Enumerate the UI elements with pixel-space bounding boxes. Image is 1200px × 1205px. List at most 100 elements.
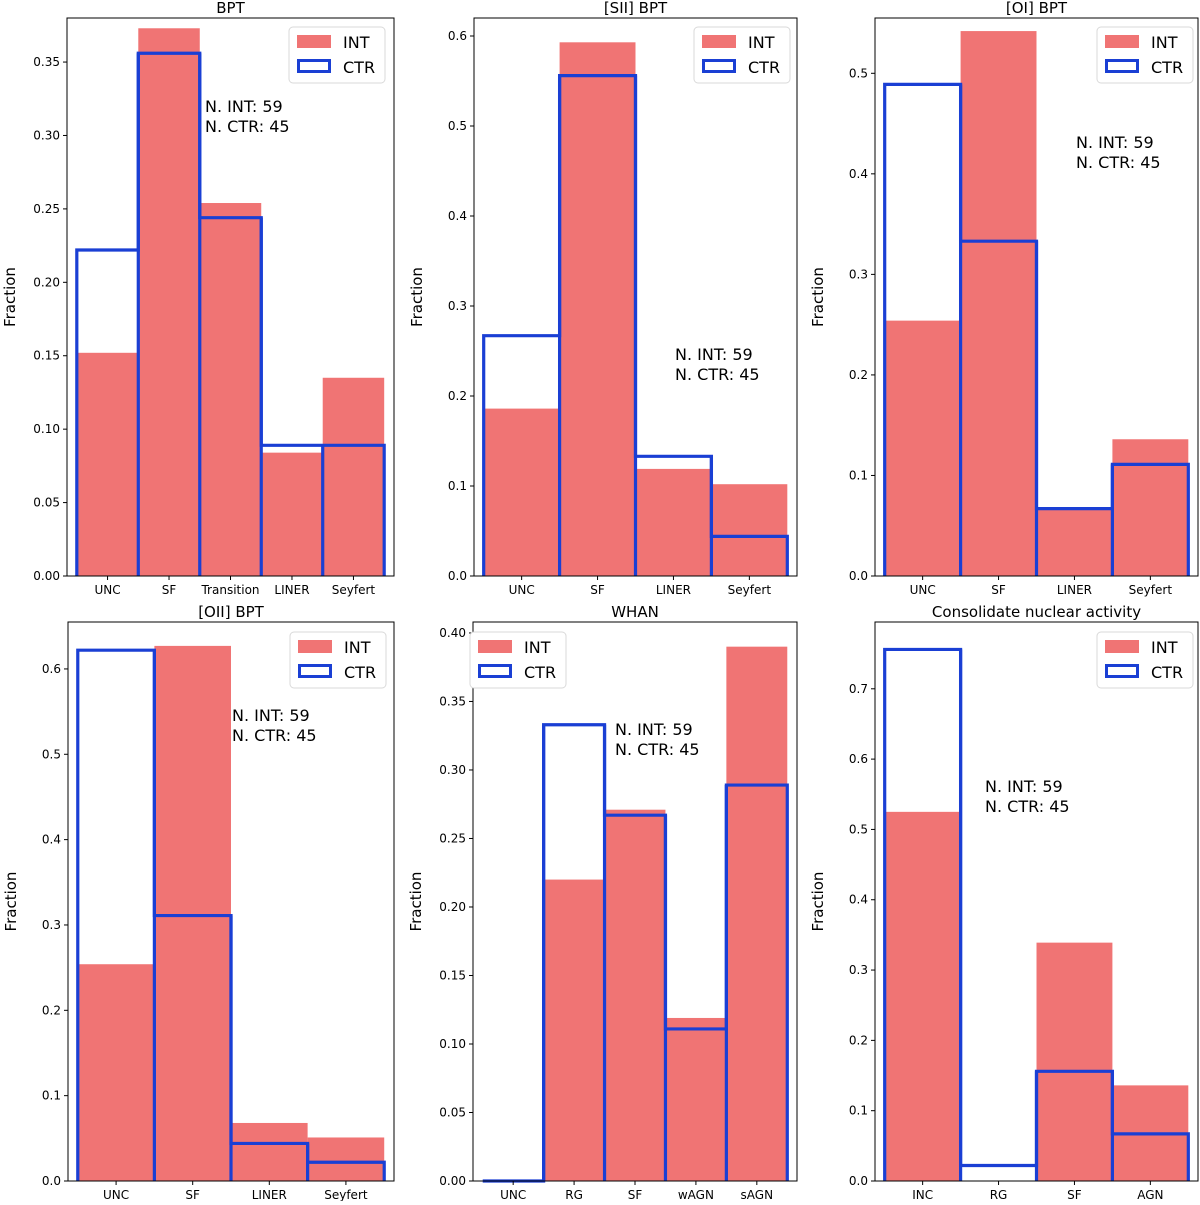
y-tick-label: 0.2 <box>849 368 868 382</box>
sample-size-annotation: N. INT: 59 <box>985 777 1063 796</box>
int-bar-seyfert <box>307 1137 385 1181</box>
y-tick-label: 0.20 <box>439 900 466 914</box>
x-tick-label: Seyfert <box>728 583 772 597</box>
x-tick-label: LINER <box>1057 583 1092 597</box>
sample-size-annotation: N. CTR: 45 <box>615 740 700 759</box>
sample-size-annotation: N. CTR: 45 <box>675 365 760 384</box>
chart-panel-2: 0.0 0.1 0.2 0.3 0.4 0.5 0.6 UNC SF LINER Seyfert [S… <box>408 0 798 597</box>
x-tick-label: wAGN <box>678 1188 714 1201</box>
axes-frame <box>473 17 798 577</box>
x-tick-label: UNC <box>500 1188 526 1201</box>
y-tick-label: 0.6 <box>42 662 61 676</box>
sample-size-annotation: N. CTR: 45 <box>232 726 317 745</box>
sample-size-annotation: N. INT: 59 <box>675 345 753 364</box>
y-tick-label: 0.1 <box>448 479 467 493</box>
chart-title: [SII] BPT <box>604 0 668 17</box>
y-tick-label: 0.5 <box>849 66 868 80</box>
y-tick-label: 0.4 <box>849 893 868 907</box>
legend-int-label: INT <box>343 33 370 52</box>
y-tick-label: 0.6 <box>849 752 868 766</box>
x-tick-label: SF <box>590 583 605 597</box>
legend-int-swatch <box>298 640 332 653</box>
y-tick-label: 0.35 <box>33 55 60 69</box>
chart-panel-1: 0.00 0.05 0.10 0.15 0.20 0.25 0.30 0.35 UNC SF Tra… <box>1 0 395 597</box>
int-bar-sf <box>960 31 1037 577</box>
int-bar-sf <box>1036 942 1113 1181</box>
y-tick-label: 0.1 <box>849 1104 868 1118</box>
legend: INT CTR <box>1096 26 1194 84</box>
legend-ctr-swatch <box>1105 664 1139 678</box>
legend-ctr-label: CTR <box>1151 663 1183 682</box>
int-bar-unc <box>77 964 155 1181</box>
chart-panel-3: 0.0 0.1 0.2 0.3 0.4 0.5 UNC SF LINER Seyfert [OI] … <box>809 0 1199 597</box>
y-tick-label: 0.05 <box>439 1105 466 1119</box>
y-tick-label: 0.1 <box>42 1089 61 1103</box>
legend-ctr-label: CTR <box>344 663 376 682</box>
y-tick-label: 0.00 <box>33 569 60 583</box>
int-bar-liner <box>635 468 712 576</box>
x-tick-label: AGN <box>1137 1188 1163 1201</box>
y-tick-label: 0.5 <box>849 822 868 836</box>
x-tick-label: sAGN <box>741 1188 774 1201</box>
int-bar-sagn <box>726 646 788 1181</box>
x-tick-label: SF <box>628 1188 643 1201</box>
y-tick-label: 0.40 <box>439 626 466 640</box>
int-bar-seyfert <box>711 484 788 576</box>
y-tick-label: 0.3 <box>448 299 467 313</box>
chart-title: [OI] BPT <box>1006 0 1068 17</box>
chart-title: Consolidate nuclear activity <box>932 603 1141 621</box>
legend: INT CTR <box>289 631 387 689</box>
x-tick-label: UNC <box>509 583 535 597</box>
int-bar-liner <box>1036 507 1113 576</box>
x-tick-label: RG <box>565 1188 583 1201</box>
int-bar-wagn <box>665 1017 727 1181</box>
legend-int-label: INT <box>344 638 371 657</box>
y-tick-label: 0.0 <box>849 569 868 583</box>
chart-panel-4: 0.0 0.1 0.2 0.3 0.4 0.5 0.6 UNC SF LINER Seyfert [O… <box>2 603 395 1202</box>
y-tick-label: 0.0 <box>849 1174 868 1188</box>
y-axis-label: Fraction <box>809 267 827 327</box>
int-bar-sf <box>559 42 636 577</box>
y-tick-label: 0.2 <box>42 1003 61 1017</box>
legend-ctr-label: CTR <box>748 58 780 77</box>
legend: INT CTR <box>693 26 791 84</box>
chart-panel-6: 0.0 0.1 0.2 0.3 0.4 0.5 0.6 0.7 INC RG SF AGN Consol… <box>809 603 1199 1202</box>
y-tick-label: 0.05 <box>33 496 60 510</box>
chart-panel-5: 0.00 0.05 0.10 0.15 0.20 0.25 0.30 0.35 0.40 UNC R… <box>407 603 798 1202</box>
int-bar-unc <box>76 352 139 576</box>
legend-int-swatch <box>1105 640 1139 653</box>
y-tick-label: 0.25 <box>33 202 60 216</box>
legend-ctr-swatch <box>297 59 331 73</box>
legend-ctr-swatch <box>298 664 332 678</box>
legend-int-label: INT <box>748 33 775 52</box>
y-tick-label: 0.30 <box>439 763 466 777</box>
axes-frame <box>67 621 395 1182</box>
int-bar-rg <box>543 879 605 1181</box>
y-tick-label: 0.5 <box>448 119 467 133</box>
int-bar-sf <box>138 28 200 577</box>
legend-int-swatch <box>702 35 736 48</box>
x-tick-label: SF <box>1067 1188 1082 1201</box>
y-tick-label: 0.25 <box>439 831 466 845</box>
y-tick-label: 0.4 <box>448 209 467 223</box>
x-tick-label: Seyfert <box>324 1188 368 1201</box>
legend-ctr-swatch <box>702 59 736 73</box>
legend: INT CTR <box>1096 631 1194 689</box>
y-tick-label: 0.5 <box>42 747 61 761</box>
int-bar-seyfert <box>1112 439 1189 576</box>
y-tick-label: 0.20 <box>33 275 60 289</box>
y-tick-label: 0.3 <box>849 267 868 281</box>
x-tick-label: RG <box>990 1188 1008 1201</box>
y-tick-label: 0.4 <box>849 167 868 181</box>
y-axis-label: Fraction <box>1 267 19 327</box>
x-tick-label: UNC <box>103 1188 129 1201</box>
chart-title: BPT <box>216 0 245 17</box>
x-tick-label: LINER <box>252 1188 287 1201</box>
legend-int-swatch <box>478 640 512 653</box>
x-tick-label: SF <box>185 1188 200 1201</box>
int-bar-liner <box>261 452 323 576</box>
x-tick-label: SF <box>991 583 1006 597</box>
x-tick-label: Seyfert <box>1129 583 1173 597</box>
legend-int-label: INT <box>1151 638 1178 657</box>
